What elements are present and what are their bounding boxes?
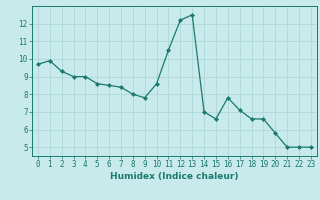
X-axis label: Humidex (Indice chaleur): Humidex (Indice chaleur) — [110, 172, 239, 181]
